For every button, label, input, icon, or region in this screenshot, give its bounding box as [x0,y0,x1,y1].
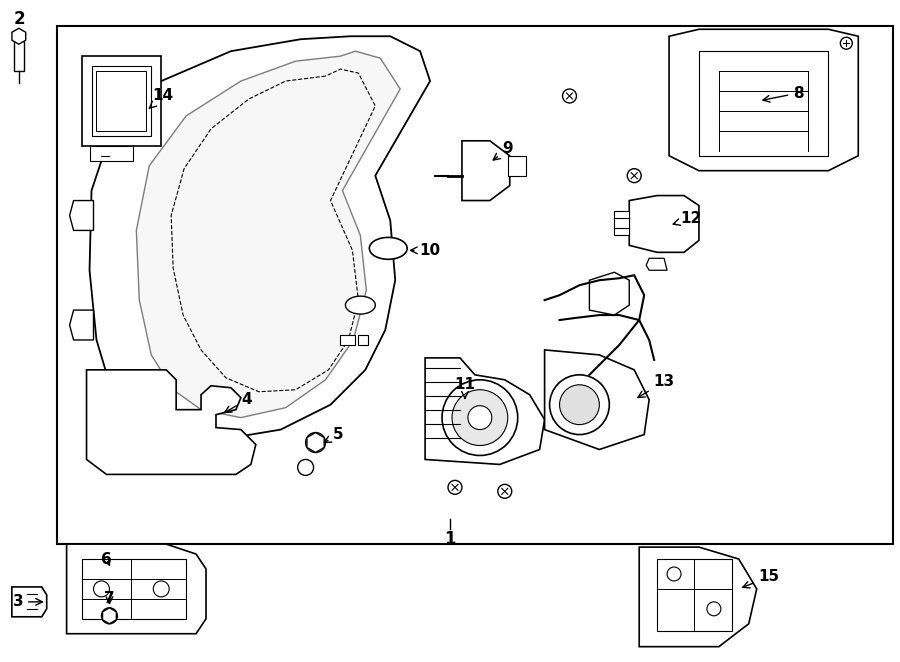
Polygon shape [151,440,191,461]
Bar [92,66,151,136]
Text: 10: 10 [410,243,441,258]
Bar [96,71,147,131]
Text: 12: 12 [673,211,702,226]
Polygon shape [307,432,324,453]
Text: 14: 14 [149,89,174,109]
Text: 13: 13 [638,374,675,397]
Circle shape [448,481,462,495]
Circle shape [562,89,577,103]
Circle shape [706,602,721,616]
Polygon shape [82,56,161,146]
Text: 3: 3 [13,594,42,609]
Polygon shape [544,350,649,449]
Polygon shape [669,29,859,171]
Text: 2: 2 [14,11,25,28]
Bar [358,335,368,345]
Polygon shape [629,195,699,252]
Polygon shape [590,272,629,315]
Circle shape [102,608,117,624]
Text: 1: 1 [445,530,455,548]
Polygon shape [646,258,667,270]
Polygon shape [462,141,509,201]
Circle shape [498,485,512,498]
Text: 11: 11 [454,377,475,399]
Text: 7: 7 [104,591,114,606]
Text: 4: 4 [225,392,252,412]
Circle shape [841,37,852,49]
Ellipse shape [369,238,407,260]
Polygon shape [425,358,544,465]
Bar [14,41,23,71]
Circle shape [94,581,110,597]
Polygon shape [12,587,47,617]
Bar [615,211,629,236]
Polygon shape [69,201,94,230]
Text: 6: 6 [101,551,112,567]
Circle shape [468,406,491,430]
Bar [657,559,732,631]
Circle shape [306,432,326,453]
Polygon shape [12,28,26,44]
Circle shape [560,385,599,424]
Polygon shape [639,547,757,647]
Text: 15: 15 [742,569,779,588]
Text: 8: 8 [763,85,804,102]
Circle shape [627,169,641,183]
Text: 9: 9 [493,141,513,160]
Bar [89,146,133,161]
Polygon shape [67,544,206,634]
Circle shape [442,380,518,455]
Bar [340,335,356,345]
Bar [508,156,526,175]
Bar [57,26,893,544]
Circle shape [153,581,169,597]
Text: 5: 5 [324,427,344,442]
Polygon shape [103,608,116,624]
Circle shape [298,459,313,475]
Polygon shape [89,36,430,440]
Polygon shape [136,51,400,418]
Ellipse shape [346,296,375,314]
Circle shape [452,390,508,446]
Polygon shape [86,370,256,475]
Circle shape [550,375,609,434]
Bar [82,559,186,619]
Polygon shape [69,310,94,340]
Circle shape [667,567,681,581]
